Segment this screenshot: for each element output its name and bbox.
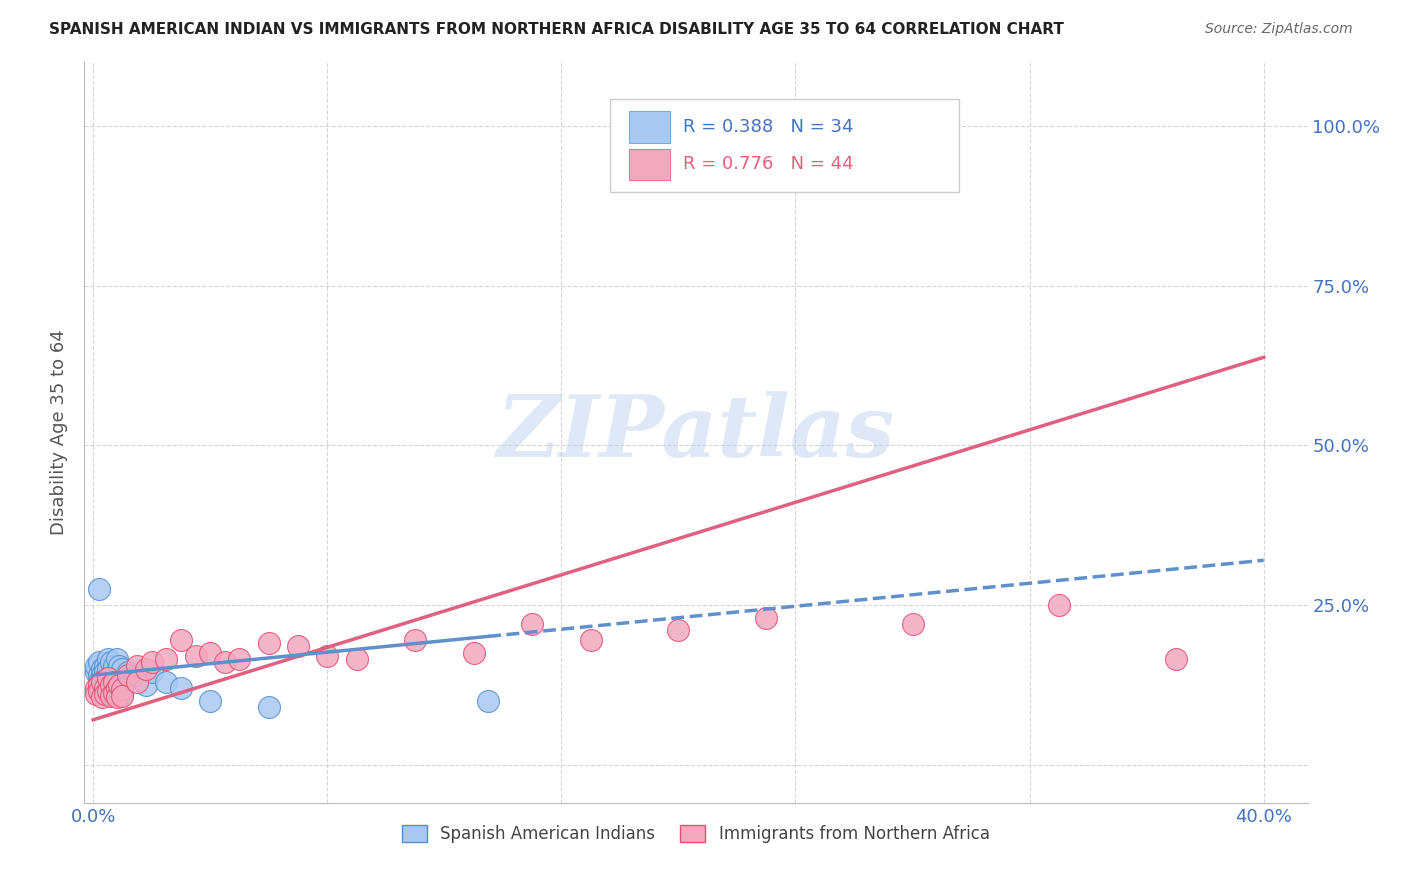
Text: R = 0.776   N = 44: R = 0.776 N = 44: [682, 155, 853, 173]
Point: [108, 678, 131, 692]
FancyBboxPatch shape: [610, 99, 959, 192]
Point: [97, 674, 120, 689]
Point: [87, 674, 110, 689]
Text: SPANISH AMERICAN INDIAN VS IMMIGRANTS FROM NORTHERN AFRICA DISABILITY AGE 35 TO : SPANISH AMERICAN INDIAN VS IMMIGRANTS FR…: [49, 22, 1064, 37]
Point: [94, 687, 117, 701]
FancyBboxPatch shape: [628, 112, 671, 143]
Point: [228, 652, 250, 666]
Point: [117, 668, 139, 682]
Point: [94, 658, 117, 673]
Point: [105, 665, 128, 679]
Point: [901, 617, 924, 632]
Point: [84, 681, 107, 695]
Point: [141, 656, 163, 670]
Point: [103, 678, 125, 692]
Point: [84, 687, 107, 701]
Point: [90, 668, 112, 682]
Point: [155, 652, 177, 666]
Point: [100, 668, 122, 682]
Point: [520, 617, 543, 632]
Point: [463, 646, 485, 660]
Point: [100, 656, 122, 670]
Point: [87, 656, 110, 670]
FancyBboxPatch shape: [628, 149, 671, 180]
Point: [404, 633, 426, 648]
Point: [97, 671, 120, 685]
Point: [90, 674, 112, 689]
Point: [155, 674, 177, 689]
Point: [105, 652, 128, 666]
Point: [120, 671, 142, 685]
Point: [84, 658, 107, 673]
Point: [1164, 652, 1187, 666]
Point: [477, 694, 499, 708]
Point: [84, 665, 107, 679]
Point: [287, 640, 309, 654]
Point: [90, 678, 112, 692]
Point: [103, 674, 125, 689]
Point: [125, 674, 148, 689]
Point: [117, 665, 139, 679]
Point: [103, 686, 125, 700]
Text: R = 0.388   N = 34: R = 0.388 N = 34: [682, 118, 853, 136]
Point: [90, 662, 112, 676]
Point: [97, 652, 120, 666]
Point: [198, 646, 221, 660]
Point: [105, 681, 128, 695]
Point: [111, 662, 134, 676]
Point: [97, 662, 120, 676]
Point: [90, 690, 112, 705]
Point: [141, 665, 163, 679]
Point: [135, 678, 157, 692]
Point: [125, 658, 148, 673]
Text: ZIPatlas: ZIPatlas: [496, 391, 896, 475]
Point: [346, 652, 368, 666]
Point: [87, 684, 110, 698]
Point: [111, 687, 134, 701]
Point: [103, 658, 125, 673]
Point: [257, 700, 280, 714]
Point: [111, 682, 134, 697]
Point: [198, 694, 221, 708]
Point: [87, 678, 110, 692]
Point: [170, 681, 193, 695]
Text: Source: ZipAtlas.com: Source: ZipAtlas.com: [1205, 22, 1353, 37]
Point: [135, 662, 157, 676]
Point: [111, 689, 134, 703]
Point: [87, 668, 110, 682]
Point: [184, 648, 207, 663]
Point: [170, 633, 193, 648]
Point: [316, 648, 339, 663]
Point: [94, 681, 117, 695]
Point: [108, 658, 131, 673]
Y-axis label: Disability Age 35 to 64: Disability Age 35 to 64: [51, 330, 69, 535]
Point: [100, 689, 122, 703]
Point: [668, 624, 690, 638]
Point: [94, 671, 117, 685]
Point: [100, 678, 122, 692]
Point: [125, 668, 148, 682]
Point: [257, 636, 280, 650]
Point: [97, 684, 120, 698]
Point: [87, 582, 110, 596]
Point: [105, 690, 128, 705]
Point: [755, 610, 778, 624]
Legend: Spanish American Indians, Immigrants from Northern Africa: Spanish American Indians, Immigrants fro…: [395, 819, 997, 850]
Point: [1047, 598, 1070, 612]
Point: [214, 656, 236, 670]
Point: [579, 633, 602, 648]
Point: [94, 665, 117, 679]
